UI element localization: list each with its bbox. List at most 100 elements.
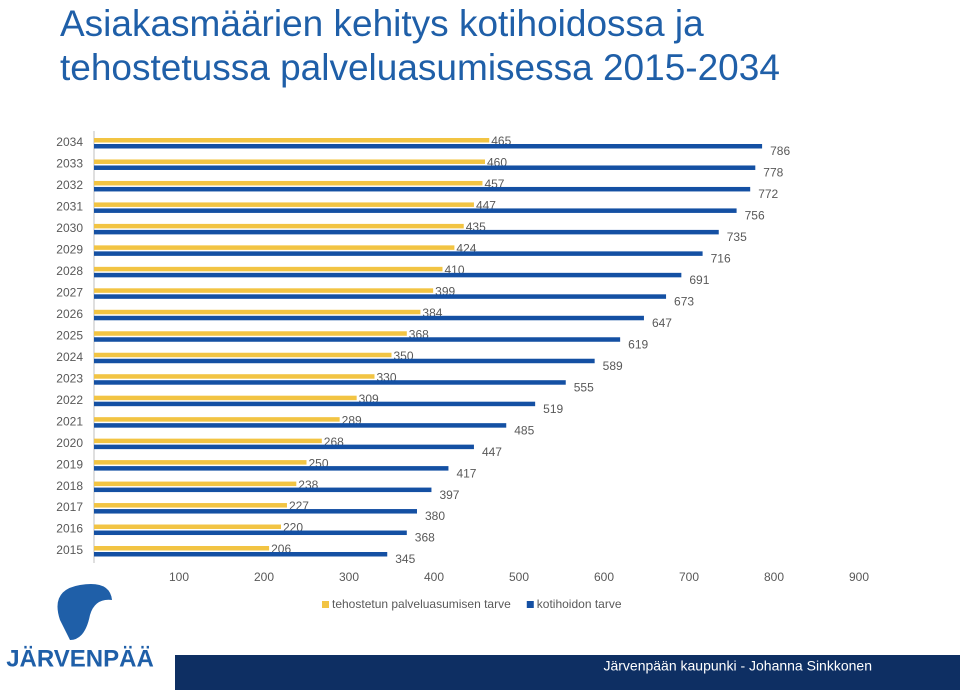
y-tick-label: 2029: [56, 243, 83, 257]
y-tick-label: 2016: [56, 522, 83, 536]
x-tick-label: 900: [849, 570, 869, 584]
data-label: 772: [758, 187, 778, 201]
data-label: 368: [415, 531, 435, 545]
x-tick-label: 800: [764, 570, 784, 584]
bar: [94, 423, 507, 428]
legend-swatch: [322, 601, 329, 608]
data-label: 691: [689, 273, 709, 287]
bar: [94, 288, 434, 293]
y-tick-label: 2015: [56, 543, 83, 557]
data-label: 555: [574, 380, 594, 394]
data-label: 673: [674, 294, 694, 308]
bar: [94, 438, 322, 444]
bar: [94, 552, 388, 557]
bar: [94, 444, 474, 450]
bar: [94, 460, 307, 465]
data-label: 519: [543, 402, 563, 416]
bar: [94, 401, 536, 407]
bar: [94, 374, 375, 379]
data-label: 380: [425, 509, 445, 523]
bar: [94, 180, 483, 186]
data-label: 447: [482, 445, 502, 459]
y-tick-label: 2022: [56, 393, 83, 407]
bar: [94, 466, 449, 471]
data-label: 716: [711, 252, 731, 266]
legend-label: kotihoidon tarve: [537, 597, 622, 611]
x-tick-label: 300: [339, 570, 359, 584]
x-tick-label: 200: [254, 570, 274, 584]
y-tick-label: 2018: [56, 479, 83, 493]
data-label: 589: [603, 359, 623, 373]
y-tick-label: 2020: [56, 436, 83, 450]
bar: [94, 186, 751, 192]
data-label: 756: [745, 209, 765, 223]
data-label: 485: [514, 423, 534, 437]
y-tick-label: 2030: [56, 221, 83, 235]
y-tick-label: 2034: [56, 135, 83, 149]
data-label: 778: [763, 166, 783, 180]
x-tick-label: 500: [509, 570, 529, 584]
y-tick-label: 2025: [56, 328, 83, 342]
bar: [94, 417, 340, 422]
logo-bird: [57, 584, 112, 640]
bar: [94, 138, 490, 143]
bar: [94, 266, 443, 272]
bar: [94, 546, 270, 551]
bar: [94, 309, 421, 315]
y-tick-label: 2033: [56, 157, 83, 171]
y-tick-label: 2024: [56, 350, 83, 364]
footer-credit: Järvenpään kaupunki - Johanna Sinkkonen: [603, 658, 872, 674]
x-tick-label: 600: [594, 570, 614, 584]
bar: [94, 503, 287, 508]
y-tick-label: 2021: [56, 414, 83, 428]
data-label: 345: [395, 552, 415, 566]
y-tick-label: 2019: [56, 457, 83, 471]
bar: [94, 202, 474, 207]
bar: [94, 509, 417, 514]
bar: [94, 165, 756, 170]
y-tick-label: 2023: [56, 371, 83, 385]
bar: [94, 272, 682, 278]
data-label: 397: [439, 488, 459, 502]
bar: [94, 208, 737, 213]
bar: [94, 331, 407, 336]
bar: [94, 487, 432, 493]
y-tick-label: 2031: [56, 200, 83, 214]
bar: [94, 524, 281, 530]
data-label: 647: [652, 316, 672, 330]
bar: [94, 294, 667, 299]
bar: [94, 337, 621, 342]
bar: [94, 144, 763, 149]
data-label: 417: [456, 466, 476, 480]
data-label: 619: [628, 337, 648, 351]
bar: [94, 245, 455, 250]
bar: [94, 481, 297, 487]
bar: [94, 530, 407, 536]
y-tick-label: 2028: [56, 264, 83, 278]
bar: [94, 358, 595, 364]
bar: [94, 223, 464, 229]
x-tick-label: 700: [679, 570, 699, 584]
x-tick-label: 100: [169, 570, 189, 584]
bar: [94, 229, 719, 235]
legend-label: tehostetun palveluasumisen tarve: [332, 597, 511, 611]
logo-background: [0, 560, 175, 690]
y-tick-label: 2032: [56, 178, 83, 192]
y-tick-label: 2026: [56, 307, 83, 321]
legend-swatch: [526, 601, 534, 608]
logo-text: JÄRVENPÄÄ: [6, 645, 154, 672]
data-label: 735: [727, 230, 747, 244]
bar: [94, 352, 392, 358]
bar: [94, 251, 703, 256]
bar: [94, 380, 566, 385]
bar: [94, 159, 485, 164]
data-label: 786: [770, 144, 790, 158]
slide-title: Asiakasmäärien kehitys kotihoidossa ja t…: [60, 3, 780, 88]
x-tick-label: 400: [424, 570, 444, 584]
y-tick-label: 2017: [56, 500, 83, 514]
y-tick-label: 2027: [56, 285, 83, 299]
bar: [94, 315, 644, 321]
bar: [94, 395, 357, 401]
